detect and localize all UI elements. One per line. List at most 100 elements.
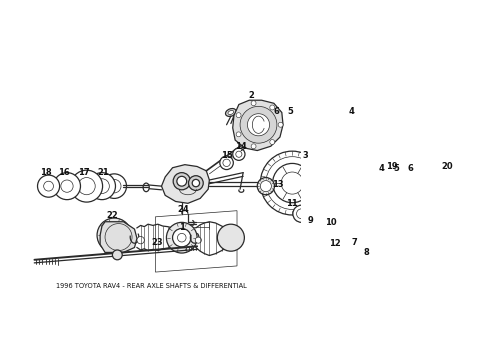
Circle shape — [344, 177, 355, 189]
Circle shape — [387, 176, 400, 190]
Circle shape — [240, 106, 277, 143]
Text: 12: 12 — [329, 239, 341, 248]
Text: 4: 4 — [378, 165, 384, 174]
Circle shape — [381, 171, 406, 195]
Circle shape — [236, 132, 241, 137]
Circle shape — [103, 224, 125, 246]
Circle shape — [330, 235, 344, 248]
Text: 8: 8 — [363, 248, 369, 257]
Text: 17: 17 — [78, 168, 89, 177]
Ellipse shape — [270, 119, 282, 131]
Circle shape — [95, 179, 109, 194]
Circle shape — [305, 196, 322, 213]
Text: 14: 14 — [235, 142, 247, 151]
Circle shape — [302, 203, 318, 219]
Text: 20: 20 — [441, 162, 453, 171]
Ellipse shape — [228, 111, 234, 114]
Circle shape — [53, 173, 80, 200]
Text: 5: 5 — [288, 107, 294, 116]
Ellipse shape — [255, 135, 260, 139]
Text: 5: 5 — [393, 165, 399, 174]
Circle shape — [266, 157, 318, 210]
Text: 9: 9 — [308, 216, 314, 225]
Text: 6: 6 — [274, 107, 280, 116]
Polygon shape — [233, 100, 283, 150]
Circle shape — [245, 112, 254, 121]
Circle shape — [177, 176, 187, 186]
Text: 6: 6 — [408, 165, 414, 174]
Ellipse shape — [260, 125, 271, 136]
Circle shape — [247, 114, 270, 136]
Circle shape — [334, 238, 340, 244]
Circle shape — [333, 206, 342, 215]
Circle shape — [281, 172, 303, 194]
Ellipse shape — [223, 159, 230, 166]
Circle shape — [236, 113, 241, 118]
Circle shape — [189, 176, 203, 190]
Circle shape — [251, 144, 256, 149]
Circle shape — [364, 261, 371, 269]
Circle shape — [362, 240, 376, 255]
Circle shape — [359, 178, 369, 188]
Text: 24: 24 — [177, 205, 189, 214]
Ellipse shape — [236, 151, 242, 157]
Text: 2: 2 — [248, 91, 254, 100]
Circle shape — [89, 173, 116, 200]
Ellipse shape — [252, 132, 262, 142]
Circle shape — [173, 173, 190, 190]
Circle shape — [240, 119, 245, 124]
Text: 21: 21 — [98, 168, 109, 177]
Circle shape — [325, 176, 339, 190]
Polygon shape — [100, 222, 137, 252]
Circle shape — [402, 173, 422, 193]
Circle shape — [102, 174, 126, 198]
Circle shape — [354, 173, 374, 193]
Circle shape — [306, 223, 321, 238]
Circle shape — [196, 237, 201, 243]
Circle shape — [177, 233, 186, 242]
Ellipse shape — [257, 177, 274, 195]
Circle shape — [407, 178, 417, 188]
Circle shape — [344, 212, 351, 219]
Circle shape — [278, 122, 283, 127]
Circle shape — [78, 177, 95, 195]
Ellipse shape — [263, 128, 269, 134]
Text: 15: 15 — [220, 151, 232, 160]
Circle shape — [107, 179, 121, 193]
Circle shape — [442, 176, 456, 190]
Text: 13: 13 — [272, 180, 283, 189]
Circle shape — [328, 202, 345, 219]
Circle shape — [167, 222, 197, 253]
Circle shape — [112, 250, 122, 260]
Ellipse shape — [272, 122, 279, 129]
Text: 4: 4 — [349, 107, 355, 116]
Text: 1996 TOYOTA RAV4 - REAR AXLE SHAFTS & DIFFERENTIAL: 1996 TOYOTA RAV4 - REAR AXLE SHAFTS & DI… — [56, 283, 246, 289]
Circle shape — [293, 205, 310, 222]
Circle shape — [365, 244, 373, 251]
Circle shape — [71, 170, 102, 202]
Ellipse shape — [143, 183, 149, 192]
Circle shape — [97, 218, 131, 252]
Circle shape — [108, 229, 121, 242]
Text: 7: 7 — [352, 238, 358, 247]
Text: 1: 1 — [179, 223, 185, 232]
Text: 11: 11 — [286, 199, 298, 208]
Text: 10: 10 — [325, 219, 337, 228]
Circle shape — [218, 224, 245, 251]
Ellipse shape — [233, 148, 245, 160]
Circle shape — [320, 171, 344, 195]
Circle shape — [192, 179, 199, 187]
Circle shape — [352, 244, 368, 260]
Text: 22: 22 — [106, 211, 118, 220]
Circle shape — [321, 204, 328, 211]
Circle shape — [372, 179, 381, 187]
Circle shape — [368, 175, 385, 192]
Circle shape — [310, 227, 318, 234]
Circle shape — [270, 105, 275, 110]
Circle shape — [270, 140, 275, 144]
Circle shape — [313, 231, 327, 245]
Circle shape — [326, 225, 341, 239]
Circle shape — [272, 163, 312, 203]
Circle shape — [306, 206, 315, 215]
Circle shape — [251, 101, 256, 106]
